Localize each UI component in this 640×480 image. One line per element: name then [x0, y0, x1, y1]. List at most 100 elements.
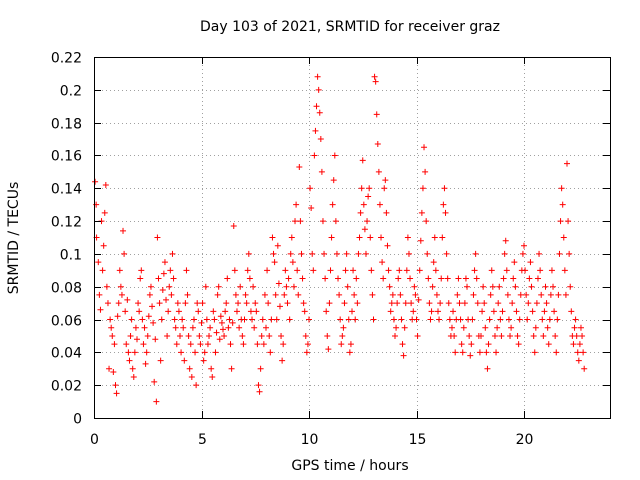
data-point [173, 341, 180, 348]
data-point [188, 373, 195, 380]
data-point [202, 283, 209, 290]
data-point [451, 332, 458, 339]
data-point [298, 250, 305, 257]
data-point [111, 341, 118, 348]
data-point [250, 283, 257, 290]
data-point [503, 267, 510, 274]
data-point [558, 185, 565, 192]
data-point [443, 250, 450, 257]
data-point [557, 218, 564, 225]
data-point [198, 319, 205, 326]
data-point [485, 341, 492, 348]
data-point [359, 157, 366, 164]
y-tick-label: 0.02 [51, 379, 82, 395]
data-point [189, 324, 196, 331]
data-point [104, 300, 111, 307]
data-point [460, 324, 467, 331]
data-point [283, 283, 290, 290]
x-axis-label: GPS time / hours [291, 458, 408, 474]
data-point [542, 283, 549, 290]
data-point [126, 357, 133, 364]
data-point [507, 332, 514, 339]
data-point [411, 283, 418, 290]
x-tick-label: 5 [198, 432, 207, 448]
data-point [491, 332, 498, 339]
data-point [310, 267, 317, 274]
data-point [579, 332, 586, 339]
data-point [328, 234, 335, 241]
data-point [187, 341, 194, 348]
y-tick-label: 0.06 [51, 314, 82, 330]
data-point [471, 267, 478, 274]
data-point [271, 259, 278, 266]
data-point [222, 308, 229, 315]
data-point [414, 332, 421, 339]
data-point [290, 283, 297, 290]
data-point [489, 283, 496, 290]
data-point [448, 324, 455, 331]
data-point [231, 267, 238, 274]
data-point [510, 275, 517, 282]
data-point [502, 237, 509, 244]
data-point [280, 341, 287, 348]
data-point [349, 308, 355, 315]
data-point [179, 316, 186, 323]
data-point [358, 185, 365, 192]
data-point [307, 185, 314, 192]
data-point [378, 234, 385, 241]
data-point [379, 259, 386, 266]
data-point [417, 237, 424, 244]
data-point [393, 324, 400, 331]
data-point [478, 332, 484, 339]
data-point [192, 349, 199, 356]
data-point [324, 332, 331, 339]
data-point [287, 250, 294, 257]
data-point [253, 308, 260, 315]
data-point [316, 109, 323, 116]
data-point [388, 300, 395, 307]
data-point [427, 316, 434, 323]
data-point [327, 267, 334, 274]
data-point [467, 352, 474, 359]
data-point [144, 332, 151, 339]
data-point [168, 291, 175, 298]
data-point [545, 341, 552, 348]
data-point [317, 136, 324, 143]
data-point [418, 209, 425, 216]
data-point [130, 373, 137, 380]
data-point [313, 103, 320, 110]
data-point [285, 275, 292, 282]
data-point [461, 300, 468, 307]
data-point [117, 283, 124, 290]
data-point [421, 144, 428, 151]
data-point [452, 349, 459, 356]
data-point [430, 259, 437, 266]
data-point [501, 250, 508, 257]
data-point [493, 349, 500, 356]
x-tick-label: 15 [409, 432, 427, 448]
data-point [410, 308, 417, 315]
data-point [171, 316, 178, 323]
data-point [330, 177, 337, 184]
data-point [181, 357, 188, 364]
data-point [538, 291, 545, 298]
data-point [419, 185, 426, 192]
data-point [525, 300, 532, 307]
data-point [243, 300, 250, 307]
data-point [581, 365, 588, 372]
data-point [266, 332, 273, 339]
data-point [333, 250, 340, 257]
data-point [178, 349, 185, 356]
data-point [376, 201, 383, 208]
data-point [134, 336, 140, 343]
data-point [382, 177, 389, 184]
data-point [480, 283, 487, 290]
data-point [407, 275, 414, 282]
data-point [153, 398, 160, 405]
data-point [400, 352, 407, 359]
data-point [241, 316, 248, 323]
data-point [228, 365, 235, 372]
data-point [357, 209, 364, 216]
data-point [517, 291, 524, 298]
data-point [516, 316, 523, 323]
